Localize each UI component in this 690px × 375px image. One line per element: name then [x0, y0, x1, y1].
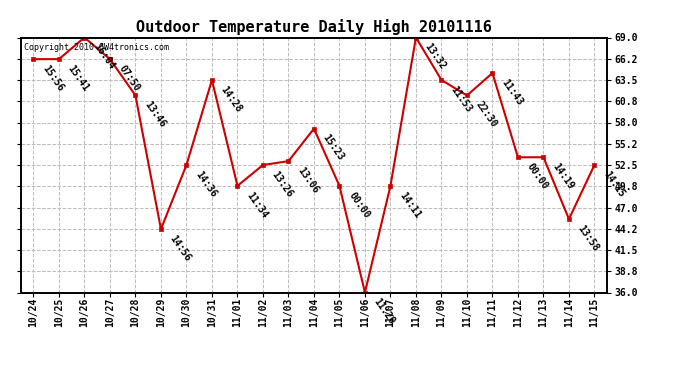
Text: 14:28: 14:28: [219, 84, 244, 114]
Text: 22:30: 22:30: [474, 100, 499, 129]
Text: 13:06: 13:06: [295, 165, 320, 195]
Text: 16:04: 16:04: [91, 42, 117, 72]
Text: 14:36: 14:36: [193, 169, 219, 199]
Text: 14:11: 14:11: [397, 190, 422, 220]
Text: 13:32: 13:32: [423, 42, 448, 72]
Text: 13:26: 13:26: [270, 169, 295, 199]
Text: 13:46: 13:46: [142, 100, 168, 129]
Text: 11:34: 11:34: [244, 190, 269, 220]
Text: 15:23: 15:23: [321, 133, 346, 163]
Text: 07:50: 07:50: [117, 63, 142, 93]
Text: 13:58: 13:58: [576, 223, 601, 253]
Text: 00:00: 00:00: [346, 190, 371, 220]
Text: 14:19: 14:19: [551, 162, 575, 191]
Text: Copyright 2010 GW4tronics.com: Copyright 2010 GW4tronics.com: [23, 43, 168, 52]
Title: Outdoor Temperature Daily High 20101116: Outdoor Temperature Daily High 20101116: [136, 19, 492, 35]
Text: 00:00: 00:00: [525, 162, 550, 191]
Text: 14:15: 14:15: [602, 169, 627, 199]
Text: 15:56: 15:56: [41, 63, 66, 93]
Text: 11:43: 11:43: [500, 77, 524, 107]
Text: 15:41: 15:41: [66, 63, 91, 93]
Text: 14:56: 14:56: [168, 233, 193, 263]
Text: 11:20: 11:20: [372, 297, 397, 327]
Text: 11:53: 11:53: [448, 84, 473, 114]
